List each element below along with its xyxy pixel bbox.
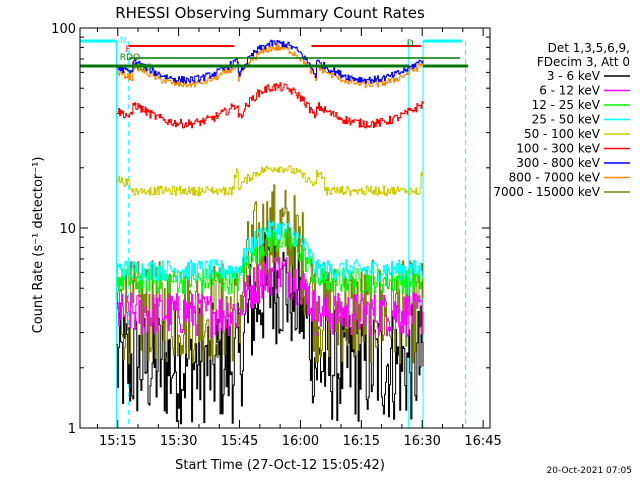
annotation-rd6: RD6 <box>133 63 152 73</box>
annotation-d: D <box>407 39 414 49</box>
series-50-100kev <box>116 165 424 197</box>
legend-label: 300 - 800 keV <box>516 156 600 170</box>
x-axis-label: Start Time (27-Oct-12 15:05:42) <box>175 458 385 473</box>
series-300-800kev <box>116 39 424 84</box>
plot-frame <box>79 27 491 429</box>
legend-header-line-2: FDecim 3, Att 0 <box>537 55 630 69</box>
series-line-3 <box>116 219 424 281</box>
series-800-7000kev <box>116 44 424 89</box>
y-tick-label: 10 <box>59 222 76 237</box>
x-tick-label: 15:15 <box>99 434 136 449</box>
legend-label: 3 - 6 keV <box>547 69 601 83</box>
x-tick-label: 16:15 <box>343 434 380 449</box>
legend-label: 100 - 300 keV <box>516 142 600 156</box>
x-tick-label: 16:30 <box>403 434 440 449</box>
series-100-300kev <box>116 82 424 129</box>
y-axis-label: Count Rate (s⁻¹ detector⁻¹) <box>31 157 46 334</box>
annotation-f: F <box>125 45 130 55</box>
legend-label: 7000 - 15000 keV <box>493 185 600 199</box>
legend-header-line-1: Det 1,3,5,6,9, <box>548 41 630 55</box>
annotation-n: N <box>120 36 127 46</box>
series-line-4 <box>116 165 424 197</box>
chart-title: RHESSI Observing Summary Count Rates <box>115 4 425 22</box>
legend-label: 800 - 7000 keV <box>509 171 601 185</box>
series-line-5 <box>116 82 424 129</box>
series-25-50kev <box>116 219 424 281</box>
series-line-1 <box>116 257 424 338</box>
x-tick-label: 16:45 <box>464 434 501 449</box>
legend-label: 12 - 25 keV <box>532 98 601 112</box>
series-line-7 <box>116 44 424 89</box>
x-tick-label: 15:45 <box>221 434 258 449</box>
legend-label: 50 - 100 keV <box>524 127 601 141</box>
legend-label: 6 - 12 keV <box>539 84 601 98</box>
series-line-6 <box>116 39 424 84</box>
annotation-rdo: RDO <box>120 53 140 63</box>
x-tick-label: 15:30 <box>160 434 197 449</box>
timestamp: 20-Oct-2021 07:05 <box>547 466 632 476</box>
legend-label: 25 - 50 keV <box>532 113 601 127</box>
series-6-12kev <box>116 257 424 338</box>
x-tick-label: 16:00 <box>282 434 319 449</box>
y-tick-label: 100 <box>51 22 76 37</box>
y-tick-label: 1 <box>68 422 76 437</box>
